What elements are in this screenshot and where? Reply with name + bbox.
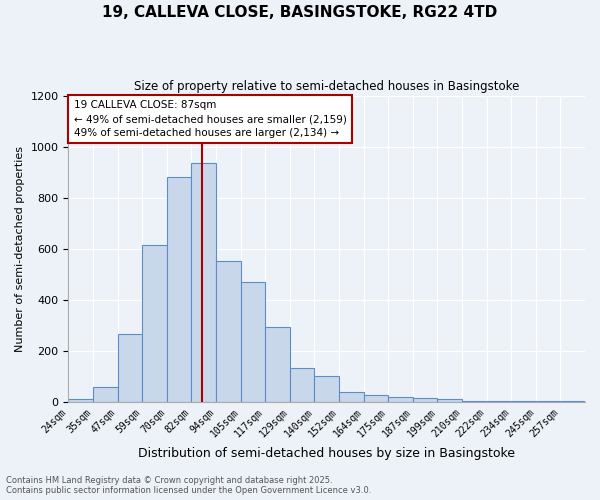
Bar — [118, 334, 142, 402]
Bar — [68, 400, 93, 402]
Text: 19 CALLEVA CLOSE: 87sqm
← 49% of semi-detached houses are smaller (2,159)
49% of: 19 CALLEVA CLOSE: 87sqm ← 49% of semi-de… — [74, 100, 346, 138]
Bar — [413, 398, 437, 402]
Bar — [388, 396, 413, 402]
Bar — [93, 388, 118, 402]
Bar — [511, 401, 536, 402]
Bar — [290, 368, 314, 402]
Bar — [241, 282, 265, 402]
Bar — [462, 400, 487, 402]
Bar — [216, 260, 241, 402]
Text: Contains HM Land Registry data © Crown copyright and database right 2025.
Contai: Contains HM Land Registry data © Crown c… — [6, 476, 371, 495]
Bar — [314, 376, 339, 402]
Bar — [339, 392, 364, 402]
Bar — [560, 401, 585, 402]
Text: 19, CALLEVA CLOSE, BASINGSTOKE, RG22 4TD: 19, CALLEVA CLOSE, BASINGSTOKE, RG22 4TD — [103, 5, 497, 20]
X-axis label: Distribution of semi-detached houses by size in Basingstoke: Distribution of semi-detached houses by … — [138, 447, 515, 460]
Bar — [437, 400, 462, 402]
Bar — [487, 400, 511, 402]
Bar — [191, 163, 216, 402]
Bar — [536, 401, 560, 402]
Bar — [265, 327, 290, 402]
Bar — [167, 177, 191, 402]
Title: Size of property relative to semi-detached houses in Basingstoke: Size of property relative to semi-detach… — [134, 80, 520, 93]
Bar — [142, 245, 167, 402]
Bar — [364, 395, 388, 402]
Y-axis label: Number of semi-detached properties: Number of semi-detached properties — [15, 146, 25, 352]
